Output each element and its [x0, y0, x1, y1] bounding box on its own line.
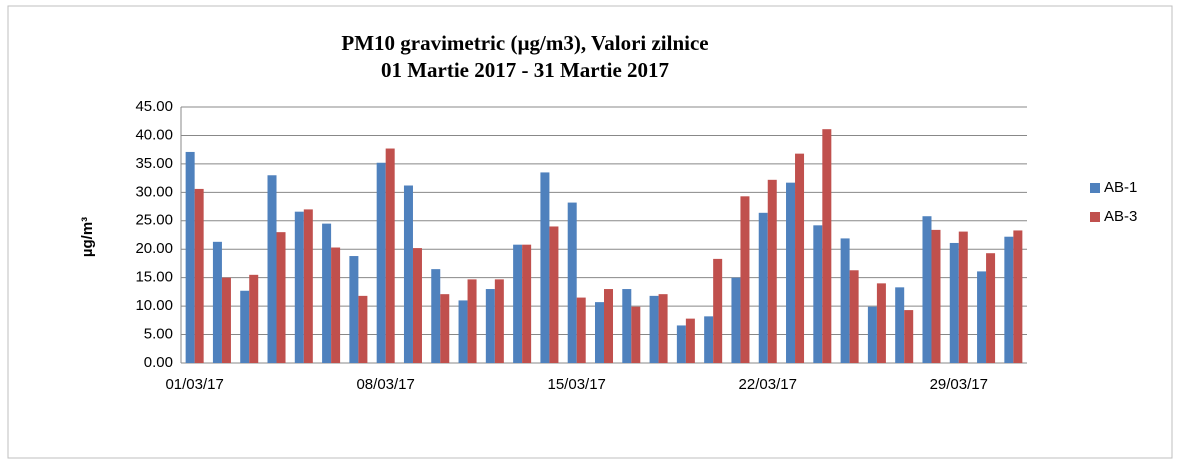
bar — [622, 289, 632, 363]
bar — [986, 253, 996, 363]
bar — [212, 241, 222, 363]
y-tick-label: 10.00 — [135, 297, 173, 314]
y-tick-label: 15.00 — [135, 269, 173, 286]
bar — [412, 248, 422, 363]
bar — [303, 209, 313, 363]
bar — [676, 325, 686, 363]
y-tick-label: 45.00 — [135, 98, 173, 115]
bar — [267, 175, 277, 363]
bar — [631, 306, 641, 363]
y-tick-label: 25.00 — [135, 212, 173, 229]
x-tick-label: 22/03/17 — [739, 376, 797, 393]
legend-label: AB-1 — [1104, 179, 1137, 196]
y-tick-label: 35.00 — [135, 155, 173, 172]
bar — [349, 256, 359, 363]
bar — [876, 283, 886, 363]
bar — [649, 295, 659, 363]
bar — [704, 316, 714, 363]
legend-swatch — [1090, 212, 1100, 222]
bar — [376, 162, 386, 363]
bar — [594, 302, 604, 363]
y-tick-label: 20.00 — [135, 240, 173, 257]
bar — [549, 226, 559, 363]
bar — [731, 277, 741, 363]
bar — [467, 279, 477, 363]
bar — [713, 258, 723, 363]
x-tick-label: 01/03/17 — [165, 376, 223, 393]
legend-label: AB-3 — [1104, 208, 1137, 225]
bar — [431, 269, 441, 363]
bar — [403, 185, 413, 363]
bar — [513, 244, 523, 363]
bar — [194, 188, 204, 363]
bar — [385, 148, 395, 363]
bar — [576, 297, 586, 363]
y-axis-label: µg/m³ — [79, 217, 96, 257]
bar — [494, 279, 504, 363]
y-tick-label: 5.00 — [144, 326, 173, 343]
bar — [767, 179, 777, 363]
bar — [240, 290, 250, 363]
bar — [795, 153, 805, 363]
bar — [358, 295, 368, 363]
chart-title: PM10 gravimetric (µg/m3), Valori zilnice — [341, 31, 708, 55]
bar — [786, 182, 796, 363]
bar — [949, 242, 959, 363]
bar — [840, 238, 850, 363]
bar — [294, 211, 304, 363]
x-tick-label: 08/03/17 — [356, 376, 414, 393]
bar — [440, 294, 450, 363]
bar — [567, 202, 577, 363]
bar — [540, 172, 550, 363]
chart-subtitle: 01 Martie 2017 - 31 Martie 2017 — [381, 58, 669, 82]
bar — [822, 129, 832, 363]
bar — [322, 223, 332, 363]
bar — [685, 318, 695, 363]
bar — [331, 247, 341, 363]
bar — [895, 287, 905, 363]
bar — [1004, 236, 1014, 363]
bar — [958, 231, 968, 363]
chart-frame — [7, 5, 1173, 459]
y-tick-label: 40.00 — [135, 126, 173, 143]
bar — [849, 270, 859, 363]
bar — [931, 229, 941, 363]
bar — [904, 310, 914, 363]
bar — [1013, 230, 1023, 363]
bar — [658, 294, 668, 363]
bar — [604, 289, 614, 363]
y-tick-label: 0.00 — [144, 354, 173, 371]
y-tick-label: 30.00 — [135, 183, 173, 200]
bar — [813, 225, 823, 363]
bar — [922, 216, 932, 363]
bar — [185, 151, 195, 363]
bar — [249, 274, 259, 363]
bar — [221, 277, 231, 363]
bar — [458, 300, 468, 363]
bar — [867, 306, 877, 363]
bar — [522, 244, 532, 363]
bar — [977, 271, 987, 363]
bar — [740, 196, 750, 363]
legend-swatch — [1090, 183, 1100, 193]
bar — [758, 212, 768, 363]
x-tick-label: 15/03/17 — [548, 376, 606, 393]
bar — [485, 289, 495, 363]
bar — [276, 232, 286, 363]
x-tick-label: 29/03/17 — [930, 376, 988, 393]
